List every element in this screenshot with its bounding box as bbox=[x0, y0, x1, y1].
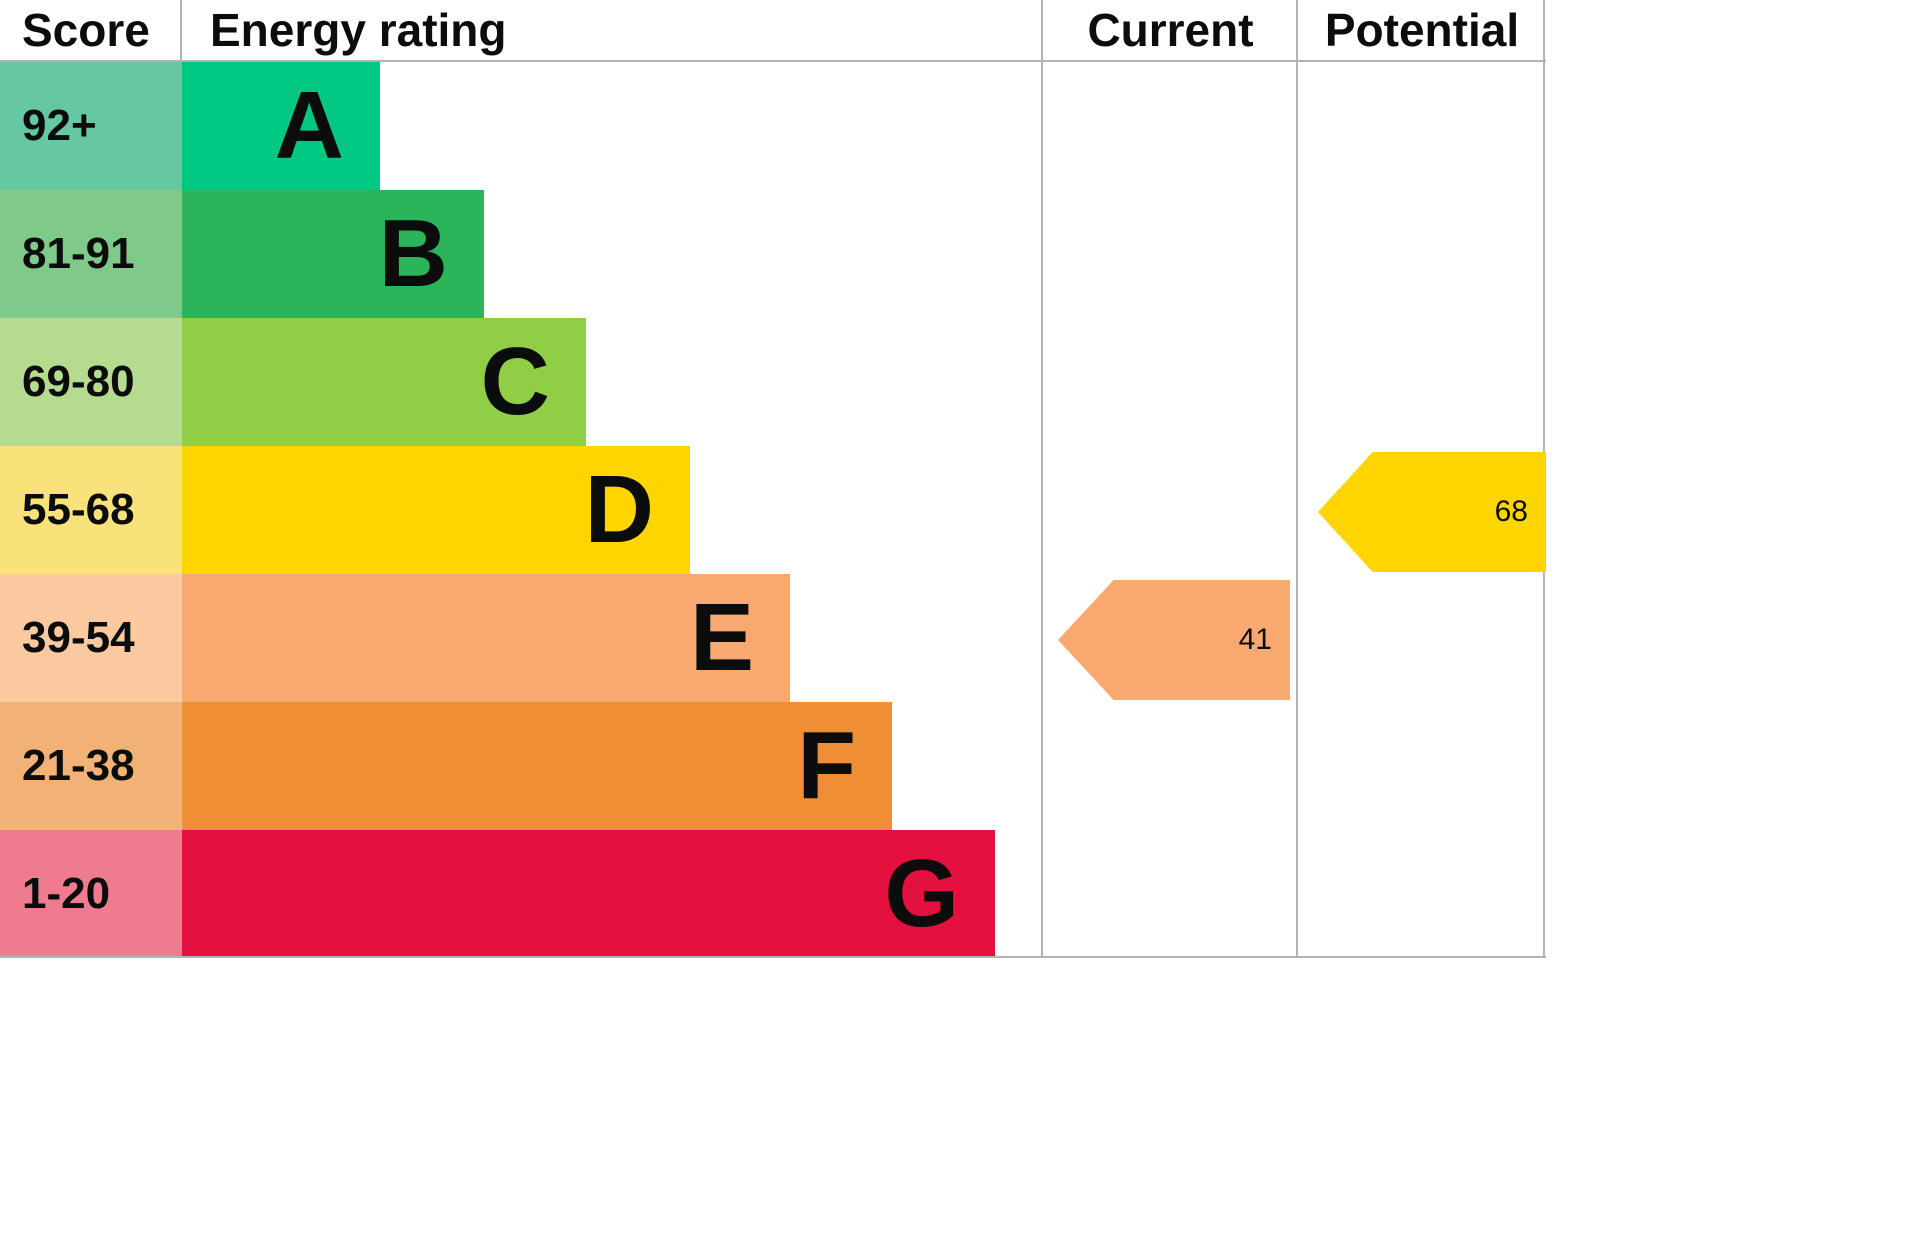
band-letter: A bbox=[274, 72, 344, 179]
band-bar-b: B bbox=[182, 190, 484, 318]
band-bar-a: A bbox=[182, 62, 380, 190]
current-rating-value: 41 bbox=[1238, 623, 1272, 656]
band-letter: C bbox=[480, 328, 550, 435]
band-letter: D bbox=[584, 456, 654, 563]
score-range-label: 55-68 bbox=[0, 446, 182, 574]
current-rating-arrow: 41 bbox=[1058, 580, 1290, 700]
score-range-label: 69-80 bbox=[0, 318, 182, 446]
score-range-label: 1-20 bbox=[0, 830, 182, 958]
band-row-g: 1-20 G bbox=[0, 830, 1043, 958]
band-row-f: 21-38 F bbox=[0, 702, 1043, 830]
band-letter: F bbox=[797, 712, 856, 819]
band-bar-d: D bbox=[182, 446, 690, 574]
score-range-label: 92+ bbox=[0, 62, 182, 190]
band-letter: B bbox=[378, 200, 448, 307]
energy-rating-header: Energy rating bbox=[210, 4, 507, 56]
band-letter: E bbox=[689, 584, 754, 691]
band-bar-e: E bbox=[182, 574, 790, 702]
potential-header: Potential bbox=[1324, 4, 1520, 56]
band-bar-g: G bbox=[182, 830, 995, 958]
band-row-c: 69-80 C bbox=[0, 318, 1043, 446]
band-bar-f: F bbox=[182, 702, 892, 830]
chart-bottom-border bbox=[0, 956, 1546, 958]
band-row-e: 39-54 E bbox=[0, 574, 1043, 702]
chart-header: Score Energy rating Current Potential bbox=[0, 0, 1546, 62]
band-row-d: 55-68 D bbox=[0, 446, 1043, 574]
current-header: Current bbox=[1087, 4, 1254, 56]
band-rows: 92+ A 81-91 B 69-80 C 55-68 bbox=[0, 62, 1043, 958]
potential-rating-value: 68 bbox=[1494, 495, 1528, 528]
potential-rating-arrow: 68 bbox=[1318, 452, 1546, 572]
score-range-label: 39-54 bbox=[0, 574, 182, 702]
band-row-a: 92+ A bbox=[0, 62, 1043, 190]
score-range-label: 21-38 bbox=[0, 702, 182, 830]
score-header: Score bbox=[22, 4, 150, 56]
epc-chart-area: Score Energy rating Current Potential 92… bbox=[0, 0, 1546, 958]
column-divider bbox=[1296, 0, 1298, 958]
band-bar-c: C bbox=[182, 318, 586, 446]
band-row-b: 81-91 B bbox=[0, 190, 1043, 318]
column-divider bbox=[180, 0, 182, 62]
score-range-label: 81-91 bbox=[0, 190, 182, 318]
band-letter: G bbox=[884, 840, 959, 947]
column-divider bbox=[1041, 0, 1043, 958]
